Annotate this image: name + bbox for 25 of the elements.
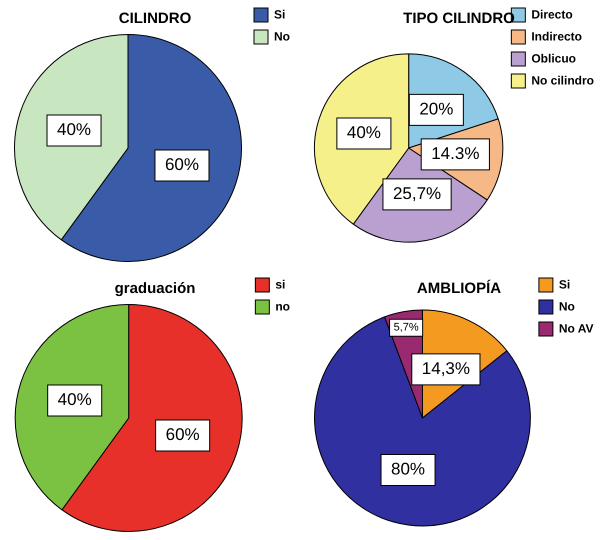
- legend-label: No: [558, 299, 575, 314]
- data-label: 40%: [58, 390, 92, 410]
- data-label: 5,7%: [394, 322, 419, 334]
- data-label: 40%: [346, 123, 381, 142]
- legend-label: No AV: [558, 321, 594, 336]
- legend-label: Oblicuo: [531, 51, 576, 66]
- legend-label: Directo: [531, 7, 573, 22]
- data-label: 60%: [164, 155, 199, 174]
- data-label: 40%: [57, 120, 92, 140]
- chart-title: AMBLIOPÍA: [416, 279, 502, 298]
- chart-title: CILINDRO: [118, 10, 192, 28]
- legend-label: Si: [558, 277, 570, 292]
- data-label: 14.3%: [431, 144, 480, 164]
- legend-label: No cilindro: [531, 73, 594, 88]
- data-label: 25,7%: [392, 184, 442, 204]
- legend-label: No: [274, 29, 290, 44]
- data-label: 14,3%: [422, 359, 470, 378]
- data-label: 80%: [391, 460, 426, 479]
- legend-label: Indirecto: [531, 29, 582, 44]
- data-label: 20%: [419, 100, 454, 119]
- legend-label: si: [275, 277, 286, 292]
- legend-label: no: [275, 299, 290, 314]
- data-label: 60%: [166, 425, 200, 444]
- chart-title: graduación: [114, 280, 196, 298]
- legend-label: Si: [274, 7, 286, 22]
